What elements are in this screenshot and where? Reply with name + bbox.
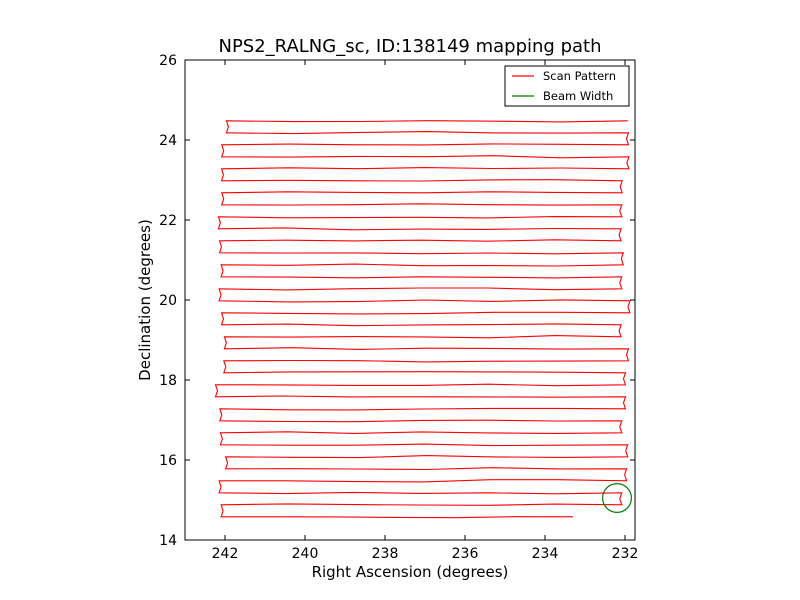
y-tick-label: 14 — [159, 533, 177, 549]
y-tick-label: 16 — [159, 453, 177, 469]
legend: Scan Pattern Beam Width — [504, 65, 630, 107]
legend-label-scan-pattern: Scan Pattern — [543, 69, 616, 83]
x-axis: 242 240 238 236 234 232 — [212, 60, 639, 562]
y-axis-label: Declination (degrees) — [136, 219, 154, 381]
y-tick-label: 24 — [159, 133, 177, 149]
scan-pattern-line — [214, 120, 631, 519]
y-tick-label: 26 — [159, 53, 177, 69]
legend-label-beam-width: Beam Width — [543, 89, 613, 103]
beam-width-circle — [601, 483, 632, 514]
x-tick-label: 238 — [372, 546, 399, 562]
x-tick-label: 242 — [212, 546, 239, 562]
y-tick-label: 20 — [159, 293, 177, 309]
y-axis: 14 16 18 20 22 24 26 — [159, 53, 635, 549]
x-axis-label: Right Ascension (degrees) — [312, 563, 509, 581]
y-tick-label: 18 — [159, 373, 177, 389]
chart-title: NPS2_RALNG_sc, ID:138149 mapping path — [218, 36, 601, 57]
plot-area — [214, 120, 632, 519]
x-tick-label: 232 — [612, 546, 639, 562]
x-tick-label: 240 — [292, 546, 319, 562]
x-tick-label: 236 — [452, 546, 479, 562]
legend-box — [504, 65, 630, 107]
x-tick-label: 234 — [532, 546, 559, 562]
y-tick-label: 22 — [159, 213, 177, 229]
